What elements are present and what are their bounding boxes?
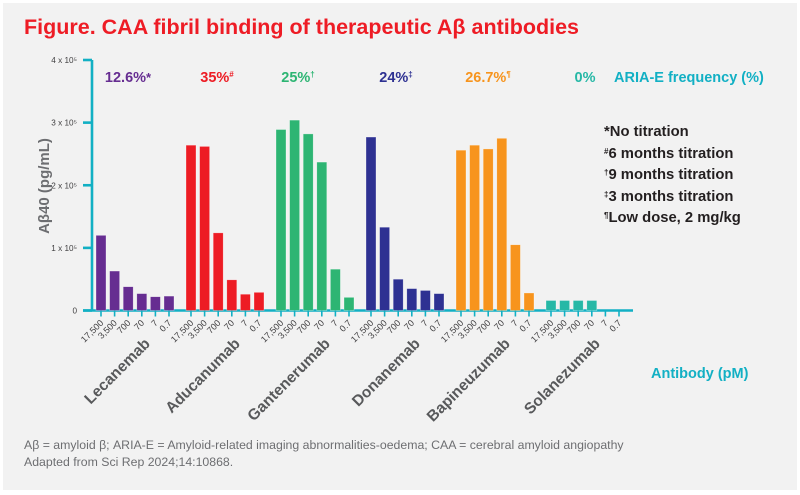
bar: [226, 279, 238, 311]
x-tick-label: 7: [419, 318, 430, 329]
x-tick-label: 0.7: [337, 318, 353, 334]
legend-note: †9 months titration: [604, 167, 734, 183]
bar: [455, 149, 467, 311]
footer-source: Adapted from Sci Rep 2024;14:10868.: [24, 455, 234, 469]
group-label: Lecanemab: [81, 335, 153, 407]
x-tick-label: 70: [312, 318, 326, 332]
bar: [482, 148, 494, 311]
x-tick-label: 0.7: [427, 318, 443, 334]
legend-note: ‡3 months titration: [604, 188, 734, 205]
x-tick-label: 70: [492, 318, 506, 332]
bar: [392, 278, 404, 311]
bar: [136, 293, 148, 311]
legend-note-mark: ¶: [604, 211, 609, 220]
group-label: Solanezumab: [521, 335, 604, 418]
bar: [572, 300, 584, 311]
y-tick-label: 2 x 10⁵: [51, 181, 77, 190]
y-tick-label: 0: [72, 307, 77, 316]
bar: [379, 226, 390, 311]
bar: [330, 268, 341, 311]
x-tick-label: 700: [205, 318, 223, 336]
x-tick-label: 7: [599, 318, 610, 329]
x-tick-label: 0.7: [247, 318, 263, 334]
aria-e-value: 35%#: [200, 70, 234, 86]
x-tick-label: 70: [402, 318, 416, 332]
bar: [523, 292, 535, 311]
bar-chart: 0 1 x 10⁵ 2 x 10⁵ 3 x 10⁵ 4 x 10⁵ Aβ40 (pg/mL…: [36, 56, 764, 425]
y-tick-label: 3 x 10⁵: [51, 119, 77, 128]
bar: [469, 144, 480, 311]
footer: Aβ = amyloid β; ARIA-E = Amyloid-related…: [24, 437, 624, 471]
x-tick-label: 700: [475, 318, 493, 336]
x-tick-label: 7: [239, 318, 250, 329]
x-tick-label: 0.7: [157, 318, 173, 334]
x-tick-label: 70: [582, 318, 596, 332]
bar: [406, 288, 418, 311]
x-tick-label: 7: [329, 318, 340, 329]
bar: [545, 300, 557, 311]
legend-note: *No titration: [604, 124, 689, 140]
legend-note: ¶Low dose, 2 mg/kg: [604, 210, 741, 226]
bar: [212, 232, 224, 311]
aria-e-value: 26.7%¶: [465, 70, 511, 86]
x-tick-label: 700: [565, 318, 583, 336]
y-tick-label: 4 x 10⁵: [51, 56, 77, 65]
bar: [185, 144, 197, 311]
legend-note: #6 months titration: [604, 145, 734, 162]
bar: [109, 270, 120, 311]
bar: [559, 300, 570, 311]
figure-panel: [3, 3, 797, 490]
group-label: Aducanumab: [162, 335, 243, 416]
legend-note-mark: †: [604, 168, 609, 177]
bar: [302, 133, 314, 311]
bar: [420, 290, 431, 311]
x-tick-label: 0.7: [517, 318, 533, 334]
bar: [122, 286, 134, 311]
bar: [289, 119, 300, 311]
x-tick-label: 700: [295, 318, 313, 336]
group-label: Gantenerumab: [244, 335, 333, 424]
bar: [95, 235, 107, 311]
x-axis-label: Antibody (pM): [651, 366, 749, 382]
figure-title: Figure. CAA fibril binding of therapeuti…: [24, 15, 580, 39]
bar: [199, 146, 210, 311]
bar: [253, 292, 265, 311]
aria-e-value: 0%: [575, 70, 596, 86]
bar: [343, 297, 355, 311]
bar: [365, 136, 377, 311]
bar: [150, 296, 161, 311]
x-tick-label: 7: [509, 318, 520, 329]
bar: [163, 295, 175, 311]
bar: [496, 137, 508, 311]
bar: [510, 244, 521, 311]
aria-e-value: 24%‡: [379, 70, 412, 86]
aria-e-value: 25%†: [281, 70, 314, 86]
bar: [586, 300, 598, 311]
group-label: Donanemab: [349, 335, 424, 410]
legend-note-mark: ‡: [604, 189, 609, 199]
y-axis-label: Aβ40 (pg/mL): [36, 138, 53, 234]
bar: [275, 129, 287, 311]
y-tick-label: 1 x 10⁵: [51, 244, 77, 253]
x-tick-label: 70: [132, 318, 146, 332]
group-label: Bapineuzumab: [424, 335, 514, 425]
x-tick-label: 0.7: [607, 318, 623, 334]
legend-note-mark: #: [604, 146, 609, 156]
bar: [240, 293, 251, 311]
aria-e-label: ARIA-E frequency (%): [614, 70, 764, 86]
x-tick-label: 700: [385, 318, 403, 336]
footer-abbreviations: Aβ = amyloid β; ARIA-E = Amyloid-related…: [24, 438, 624, 452]
aria-e-value: 12.6%*: [105, 70, 152, 86]
x-tick-label: 700: [115, 318, 133, 336]
x-tick-label: 7: [149, 318, 160, 329]
bar: [433, 293, 445, 311]
bar: [316, 161, 328, 311]
x-tick-label: 70: [222, 318, 236, 332]
